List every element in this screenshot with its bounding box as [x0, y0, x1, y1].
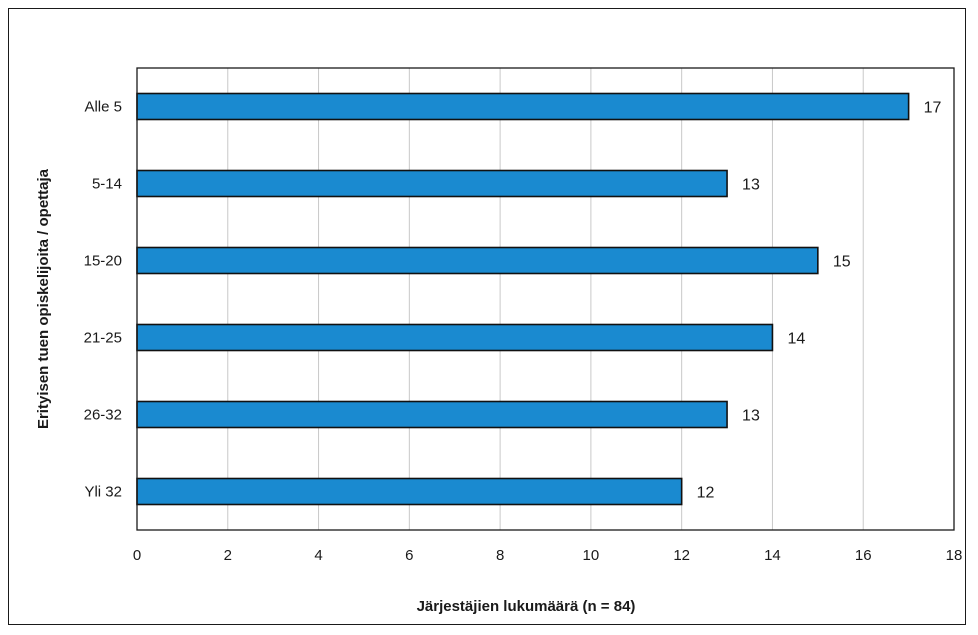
bar: [136, 323, 774, 352]
x-tick-label: 10: [583, 547, 600, 564]
bar: [136, 169, 728, 198]
plot-area-border: [136, 67, 955, 531]
category-label: 5-14: [92, 176, 122, 193]
x-tick-label: 18: [946, 547, 963, 564]
y-axis-title: Erityisen tuen opiskelijoita / opettaja: [35, 168, 52, 429]
category-label: 15-20: [84, 253, 122, 270]
grid-lines: [227, 68, 864, 530]
x-tick-label: 0: [133, 547, 141, 564]
data-label: 13: [742, 177, 760, 194]
bar: [136, 477, 683, 506]
x-tick-label: 12: [673, 547, 690, 564]
labels: 0 2 4 6 8 10 12 14 16 18 Alle 5 17 5-14 13 15-20 15 21-2…: [84, 99, 963, 565]
bar: [136, 400, 728, 429]
category-label: 21-25: [84, 330, 122, 347]
x-tick-label: 8: [496, 547, 504, 564]
data-label: 15: [833, 254, 851, 271]
data-label: 17: [924, 100, 942, 117]
x-tick-label: 4: [314, 547, 322, 564]
category-label: Alle 5: [84, 99, 122, 116]
x-tick-label: 14: [764, 547, 781, 564]
data-label: 14: [787, 331, 805, 348]
category-label: 26-32: [84, 407, 122, 424]
x-tick-label: 16: [855, 547, 872, 564]
data-label: 13: [742, 408, 760, 425]
x-tick-label: 2: [224, 547, 232, 564]
x-axis-title: Järjestäjien lukumäärä (n = 84): [417, 598, 636, 615]
bar: [136, 246, 819, 275]
x-tick-label: 6: [405, 547, 413, 564]
bars: [136, 92, 910, 506]
category-label: Yli 32: [84, 484, 122, 501]
bar: [136, 92, 910, 121]
data-label: 12: [697, 485, 715, 502]
